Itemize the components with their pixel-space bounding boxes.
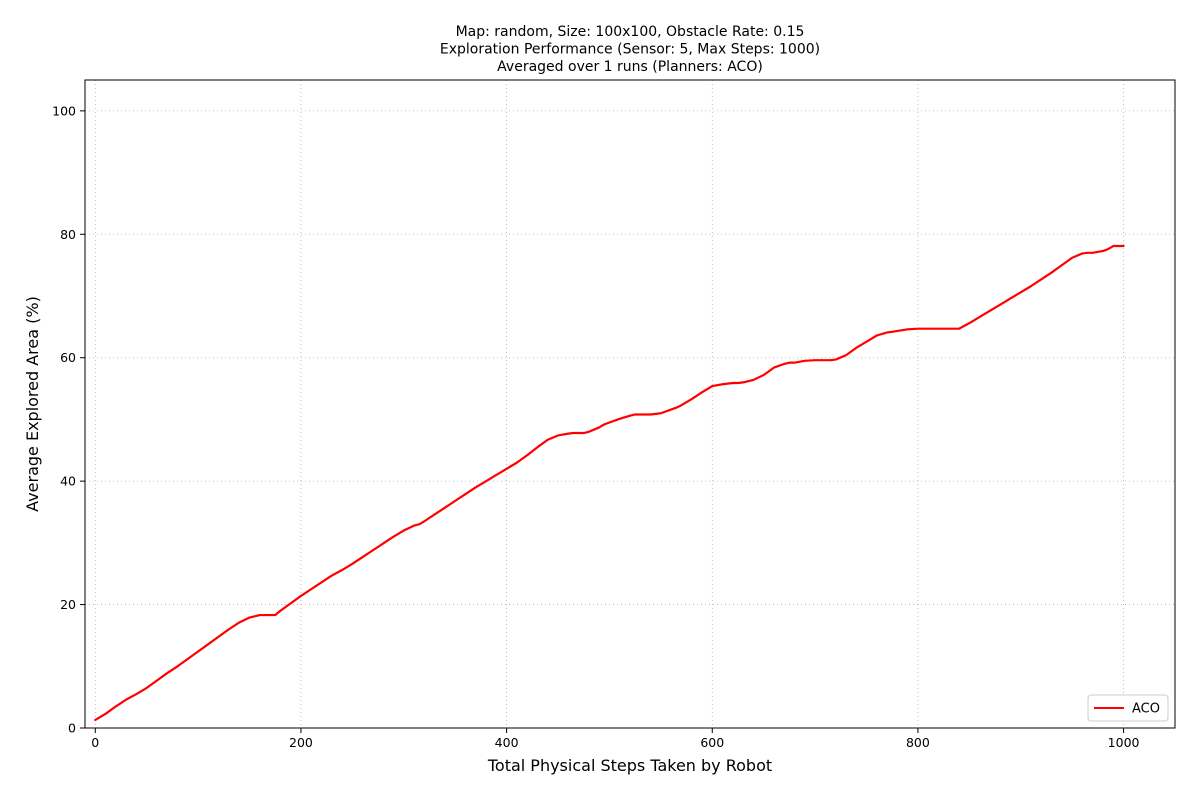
x-tick-label: 600 (700, 735, 724, 750)
series-layer (94, 244, 1125, 722)
x-tick-label: 400 (495, 735, 519, 750)
chart-title: Map: random, Size: 100x100, Obstacle Rat… (440, 24, 820, 75)
x-tick-label: 200 (289, 735, 313, 750)
legend-label-aco: ACO (1132, 702, 1160, 717)
y-tick-label: 100 (52, 103, 76, 118)
legend: ACO (1087, 694, 1169, 722)
series-line-aco (94, 244, 1125, 722)
x-tick-label: 1000 (1108, 735, 1140, 750)
y-tick-label: 60 (60, 350, 76, 365)
chart-title-line-1: Map: random, Size: 100x100, Obstacle Rat… (456, 24, 805, 40)
y-tick-label: 0 (68, 721, 76, 736)
plot-frame (84, 79, 1176, 729)
y-tick-label: 80 (60, 227, 76, 242)
y-tick-label: 40 (60, 474, 76, 489)
x-axis: 0 200 400 600 800 1000 (91, 728, 1140, 750)
y-tick-label: 20 (60, 597, 76, 612)
x-axis-label: Total Physical Steps Taken by Robot (487, 756, 772, 775)
y-axis: 0 20 40 60 80 100 (52, 103, 85, 736)
x-tick-label: 0 (91, 735, 99, 750)
legend-box (1087, 694, 1169, 722)
y-axis-label: Average Explored Area (%) (23, 296, 42, 512)
grid (85, 80, 1175, 729)
chart-title-line-2: Exploration Performance (Sensor: 5, Max … (440, 42, 820, 58)
chart-title-line-3: Averaged over 1 runs (Planners: ACO) (497, 59, 763, 75)
x-tick-label: 800 (906, 735, 930, 750)
